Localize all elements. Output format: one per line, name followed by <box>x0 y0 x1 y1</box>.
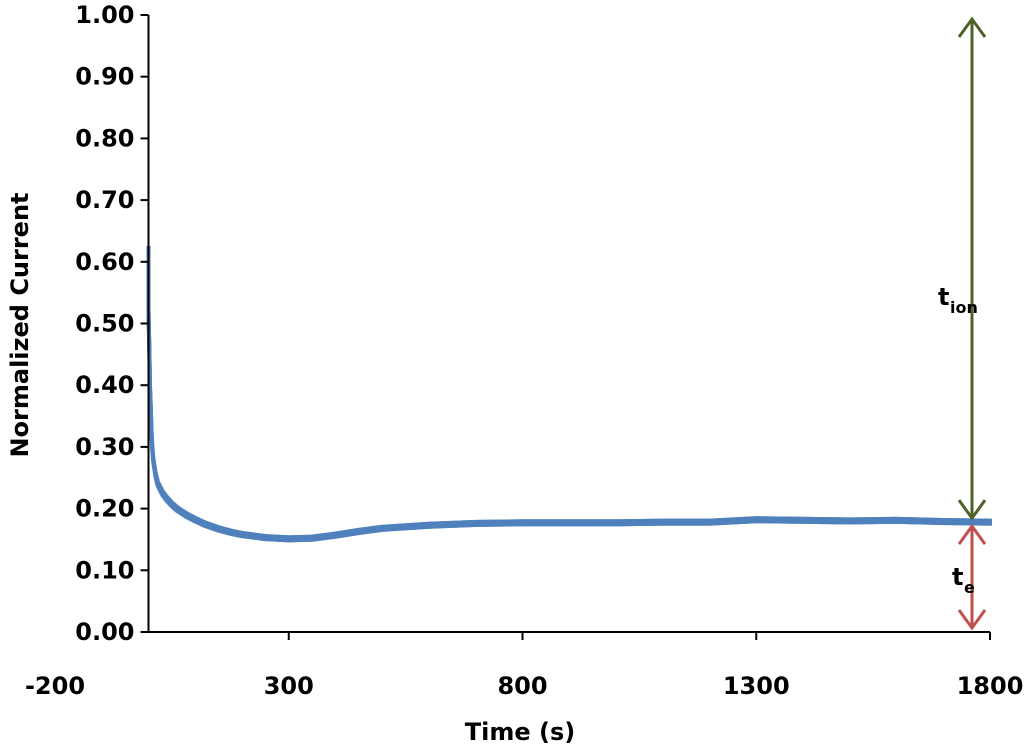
series-points <box>146 245 992 543</box>
y-tick-label: 0.30 <box>75 433 134 461</box>
y-tick-label: 0.20 <box>75 495 134 523</box>
arrow-head-top <box>957 16 987 38</box>
x-tick-label: 1800 <box>957 672 1024 700</box>
y-tick-label: 0.60 <box>75 248 134 276</box>
y-tick-label: 0.40 <box>75 371 134 399</box>
x-tick-label: 300 <box>264 672 314 700</box>
x-axis-title: Time (s) <box>465 718 575 746</box>
axes: 0.00 0.10 0.20 0.30 0.40 0.50 0.60 0.70 0.80 0.90… <box>25 1 1023 700</box>
annotation-label: t <box>952 563 963 591</box>
arrow-head-bottom <box>957 609 987 631</box>
y-tick-label: 0.00 <box>75 618 134 646</box>
x-tick-label: -200 <box>25 672 85 700</box>
y-tick-label: 0.70 <box>75 186 134 214</box>
annotation-label: t <box>938 283 949 311</box>
annotation-arrow-ion: t ion <box>938 16 987 521</box>
x-tick-label: 1300 <box>723 672 790 700</box>
series-current <box>146 245 992 543</box>
annotation-subscript: ion <box>950 298 978 317</box>
arrow-head-bottom <box>957 499 987 521</box>
y-tick-label: 0.80 <box>75 124 134 152</box>
data-point <box>988 518 992 526</box>
y-tick-label: 1.00 <box>75 1 134 29</box>
arrow-head-top <box>957 523 987 546</box>
annotation-subscript: e <box>964 578 975 597</box>
y-axis-title: Normalized Current <box>6 192 34 457</box>
x-tick-label: 800 <box>497 672 547 700</box>
y-tick-label: 0.90 <box>75 63 134 91</box>
y-tick-label: 0.10 <box>75 556 134 584</box>
y-tick-label: 0.50 <box>75 310 134 338</box>
